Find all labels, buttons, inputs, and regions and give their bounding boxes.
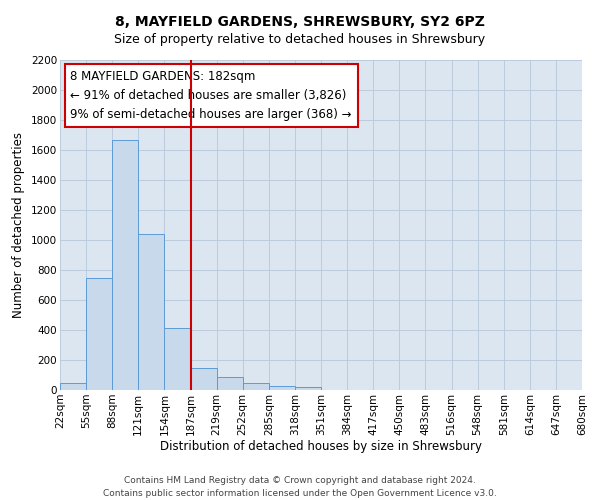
Bar [191,368,217,390]
Bar [86,278,112,390]
Y-axis label: Number of detached properties: Number of detached properties [13,132,25,318]
Text: 8, MAYFIELD GARDENS, SHREWSBURY, SY2 6PZ: 8, MAYFIELD GARDENS, SHREWSBURY, SY2 6PZ [115,15,485,29]
Bar [295,387,321,390]
X-axis label: Distribution of detached houses by size in Shrewsbury: Distribution of detached houses by size … [160,440,482,454]
Bar [217,378,243,390]
Bar [243,383,269,390]
Bar [60,382,86,390]
Bar [164,328,191,390]
Bar [139,234,164,390]
Text: 8 MAYFIELD GARDENS: 182sqm
← 91% of detached houses are smaller (3,826)
9% of se: 8 MAYFIELD GARDENS: 182sqm ← 91% of deta… [70,70,352,121]
Bar [269,386,295,390]
Text: Contains HM Land Registry data © Crown copyright and database right 2024.
Contai: Contains HM Land Registry data © Crown c… [103,476,497,498]
Bar [112,140,139,390]
Text: Size of property relative to detached houses in Shrewsbury: Size of property relative to detached ho… [115,32,485,46]
